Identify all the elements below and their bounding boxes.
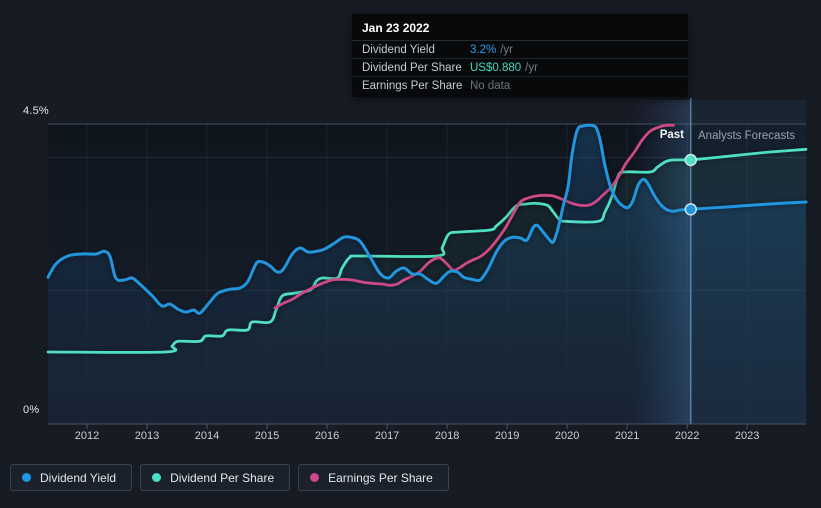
tooltip-value: US$0.880/yr: [470, 61, 538, 74]
past-region-label: Past: [659, 129, 684, 141]
forecast-marker-dot[interactable]: [684, 153, 698, 167]
tooltip-row-dividend-per-share: Dividend Per Share US$0.880/yr: [352, 59, 688, 77]
earnings-per-share-swatch-icon: [310, 473, 320, 482]
tooltip-date: Jan 23 2022: [352, 14, 688, 41]
forecast-region-label: Analysts Forecasts: [698, 130, 796, 142]
legend-label: Dividend Yield: [40, 470, 117, 485]
dividend-yield-swatch-icon: [22, 473, 31, 482]
dividend-per-share-swatch-icon: [152, 473, 162, 482]
x-axis-label-2017: 2017: [374, 430, 400, 442]
x-axis-label-2020: 2020: [554, 430, 580, 442]
current-period-band: [631, 100, 691, 424]
hover-tooltip: Jan 23 2022 Dividend Yield 3.2%/yr Divid…: [352, 14, 688, 97]
x-axis-label-2012: 2012: [74, 430, 100, 442]
x-axis-label-2018: 2018: [434, 430, 460, 442]
x-axis-label-2022: 2022: [674, 430, 700, 442]
legend-item-dividend-yield[interactable]: Dividend Yield: [10, 464, 133, 491]
legend-label: Dividend Per Share: [170, 470, 275, 485]
x-axis-label-2014: 2014: [194, 430, 220, 442]
legend-label: Earnings Per Share: [328, 470, 433, 485]
tooltip-row-dividend-yield: Dividend Yield 3.2%/yr: [352, 41, 688, 59]
x-axis-label-2021: 2021: [614, 430, 640, 442]
y-axis-max-label: 4.5%: [23, 105, 49, 117]
forecast-region: [690, 100, 806, 424]
dps-line: [46, 147, 808, 354]
tooltip-label: Earnings Per Share: [362, 79, 463, 92]
forecast-marker-dot[interactable]: [684, 203, 698, 216]
tooltip-value: 3.2%/yr: [470, 43, 513, 56]
chart-legend: Dividend Yield Dividend Per Share Earnin…: [10, 464, 449, 491]
yield-line: [46, 123, 808, 315]
y-axis-min-label: 0%: [23, 404, 40, 416]
tooltip-value: No data: [470, 79, 511, 92]
tooltip-label: Dividend Per Share: [362, 61, 462, 74]
x-axis-label-2023: 2023: [734, 430, 760, 442]
x-axis-label-2016: 2016: [314, 430, 340, 442]
tooltip-label: Dividend Yield: [362, 43, 435, 56]
legend-item-dividend-per-share[interactable]: Dividend Per Share: [140, 464, 291, 491]
legend-item-earnings-per-share[interactable]: Earnings Per Share: [298, 464, 449, 491]
tooltip-row-earnings-per-share: Earnings Per Share No data: [352, 77, 688, 94]
x-axis-label-2019: 2019: [494, 430, 520, 442]
x-axis-label-2013: 2013: [134, 430, 160, 442]
x-axis-label-2015: 2015: [254, 430, 280, 442]
